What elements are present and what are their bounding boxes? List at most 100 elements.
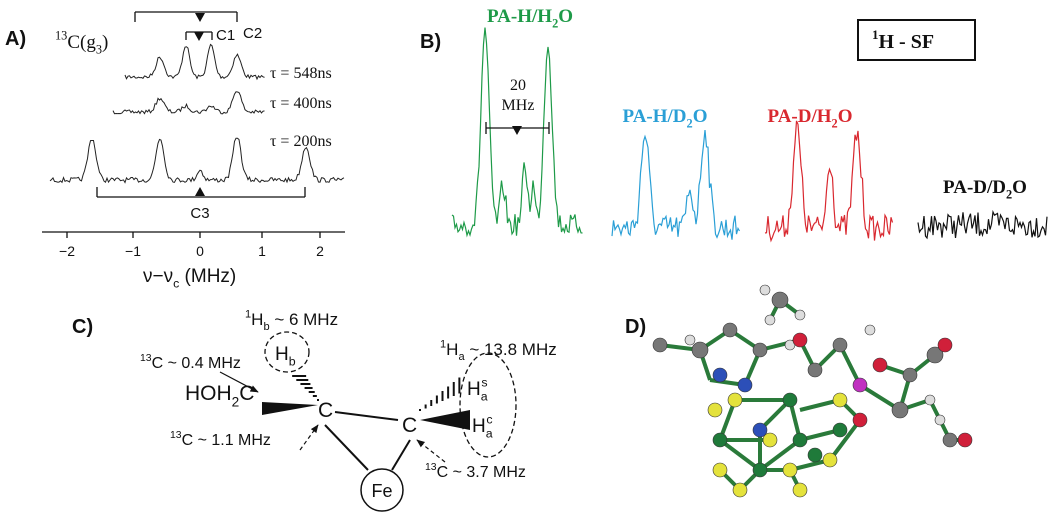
spectrum (112, 91, 265, 115)
panel-label: D) (625, 316, 646, 338)
atom (771, 291, 789, 309)
spectrum (49, 137, 345, 184)
bond (324, 424, 369, 471)
nucleus-label: 13C(g3) (55, 28, 108, 56)
text-part: 3 (96, 43, 102, 57)
bond (758, 438, 802, 472)
dashed-circle (459, 352, 517, 458)
box-label: 1H - SF (872, 27, 934, 53)
text-part: C (239, 382, 254, 405)
x-axis-label: ν−νc (MHz) (143, 266, 236, 291)
label-box (857, 19, 976, 61)
marker (195, 13, 205, 22)
bond (334, 411, 399, 421)
text-part: 1 (872, 27, 879, 42)
text-part: H - SF (879, 31, 935, 53)
x-tick-label: −1 (125, 243, 141, 259)
trace-label: τ = 400ns (270, 95, 332, 112)
spectrum (451, 27, 583, 238)
splitting-label: 20 (510, 77, 526, 94)
sample-label: PA-D/D2O (943, 177, 1027, 202)
text-part: O (693, 106, 708, 127)
text-part: PA-H/D (623, 106, 687, 127)
sample-label: PA-H/D2O (623, 106, 708, 131)
atom (942, 432, 958, 448)
atom (737, 377, 753, 393)
text-part: 13 (170, 430, 182, 441)
atom (926, 346, 944, 364)
atom (652, 337, 668, 353)
text-part: s (481, 375, 487, 389)
atom (807, 447, 823, 463)
text-part: PA-D/H (768, 106, 832, 127)
spectrum (611, 130, 741, 240)
text-part: O (838, 106, 853, 127)
text-part: PA-D/D (943, 177, 1006, 198)
atom (832, 422, 848, 438)
coupling-label: 1Ha ~ 13.8 MHz (440, 338, 557, 363)
x-tick-label: 2 (316, 243, 324, 259)
arrow (219, 371, 259, 393)
atom (891, 401, 909, 419)
marker (195, 187, 205, 196)
spectrum (124, 43, 265, 81)
atom (832, 392, 848, 408)
atom-label: Hac (472, 412, 493, 440)
text-part: H (275, 344, 289, 365)
wedge (420, 410, 470, 430)
atom (957, 432, 973, 448)
atom (807, 362, 823, 378)
x-tick-label: −2 (59, 243, 75, 259)
marker (194, 32, 204, 41)
atom (782, 462, 798, 478)
bond (828, 418, 862, 462)
text-part: 2 (687, 117, 693, 131)
atom (902, 367, 918, 383)
coupling-label: 13C ~ 3.7 MHz (425, 462, 526, 481)
text-part: 1 (440, 338, 446, 350)
atom (937, 337, 953, 353)
text-part: H (446, 340, 458, 359)
text-part: 1 (245, 308, 251, 320)
coupling-label: 13C ~ 0.4 MHz (140, 353, 241, 372)
atom (792, 332, 808, 348)
bond (838, 344, 862, 386)
atom (732, 482, 748, 498)
bracket-label: C1 (216, 27, 235, 44)
text-part: 13 (425, 462, 437, 473)
text-part: 13 (55, 28, 67, 42)
trace-label: τ = 548ns (270, 65, 332, 82)
text-part: ν−ν (143, 266, 173, 287)
atom (752, 342, 768, 358)
panel-label: C) (72, 316, 93, 338)
text-part: H (467, 379, 481, 400)
text-part: C ~ 0.4 MHz (152, 355, 241, 372)
atom (691, 341, 709, 359)
bond (391, 439, 411, 471)
wedge (262, 402, 318, 415)
text-part: PA-H/H (487, 6, 552, 27)
atom (852, 377, 868, 393)
atom-label: Hb (275, 344, 296, 369)
group-label: HOH2C (185, 382, 254, 409)
atom (752, 422, 768, 438)
text-part: C ~ 1.1 MHz (182, 432, 271, 449)
panel-label: A) (5, 28, 26, 50)
text-part: a (486, 427, 493, 441)
atom (822, 452, 838, 468)
text-part: c (173, 277, 179, 291)
text-part: 2 (232, 394, 240, 409)
text-part: c (486, 412, 492, 426)
atom (792, 482, 808, 498)
text-part: C ~ 3.7 MHz (437, 464, 526, 481)
coupling-label: 13C ~ 1.1 MHz (170, 430, 271, 449)
text-part: 2 (832, 117, 838, 131)
atom (712, 367, 728, 383)
atom-label: Fe (371, 481, 392, 501)
text-part: ) (102, 32, 108, 53)
atom (752, 462, 768, 478)
text-part: O (1012, 177, 1027, 198)
dashed-circle (264, 331, 310, 373)
